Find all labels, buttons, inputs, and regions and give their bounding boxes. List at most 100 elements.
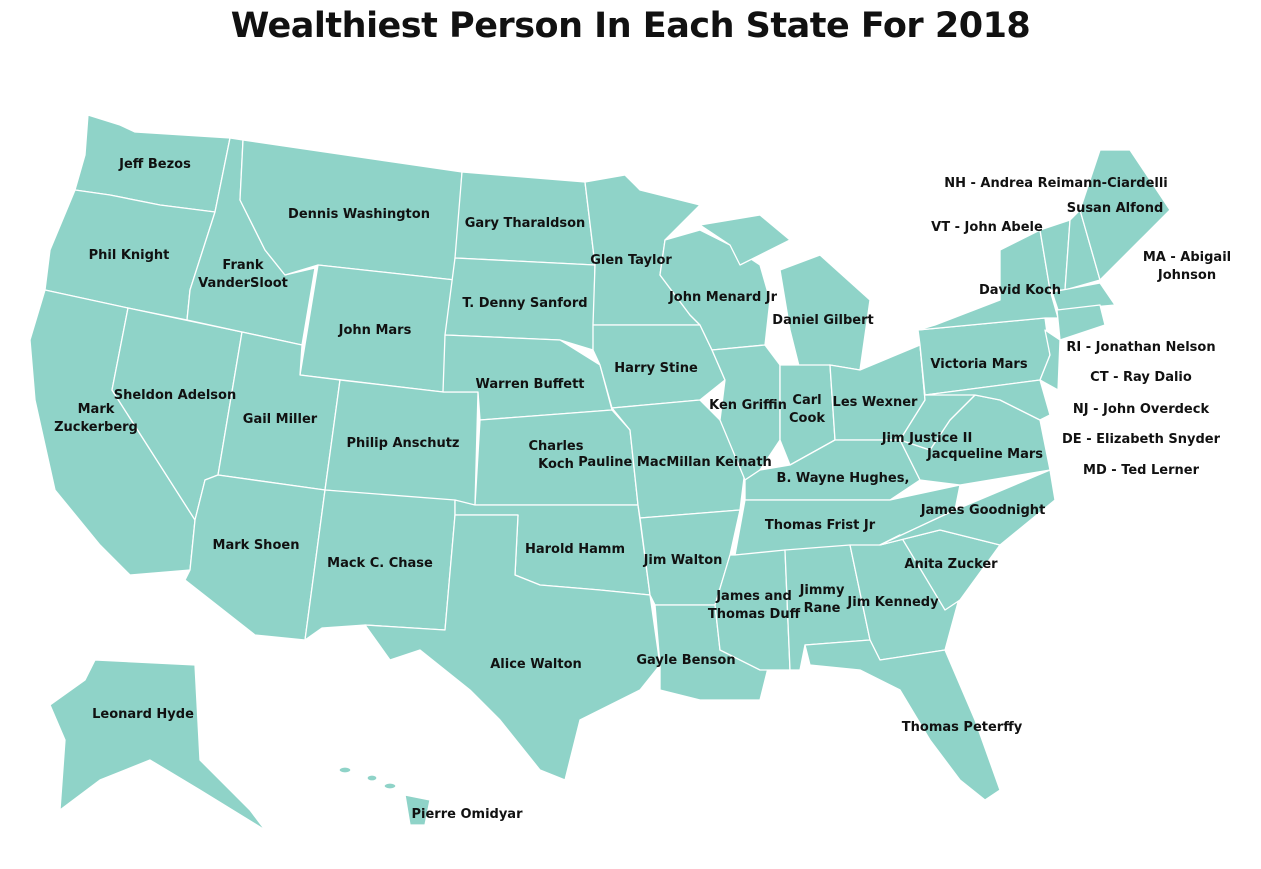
state-label-line: Gary Tharaldson [465, 216, 586, 231]
state-label: Alice Walton [490, 657, 582, 672]
state-label: Gail Miller [243, 412, 318, 427]
state-shape-ak [49, 659, 266, 831]
state-label: Harold Hamm [525, 542, 625, 557]
state-label-line: Jacqueline Mars [926, 447, 1043, 462]
state-label-line: Gail Miller [243, 412, 318, 427]
state-label-line: Zuckerberg [54, 420, 138, 435]
state-label-line: Koch [538, 457, 574, 472]
state-label-line: Harry Stine [614, 361, 698, 376]
state-label-line: NH - Andrea Reimann-Ciardelli [944, 176, 1168, 191]
state-label: John Menard Jr [668, 290, 778, 305]
state-label-line: Dennis Washington [288, 207, 430, 222]
state-shape-az [184, 474, 326, 641]
state-label: Glen Taylor [590, 253, 672, 268]
state-label: CT - Ray Dalio [1090, 370, 1192, 385]
state-label: Charles Koch [529, 439, 584, 472]
state-shape-nj [1039, 329, 1061, 391]
state-label-line: Anita Zucker [904, 557, 998, 572]
labels-layer: Jeff Bezos Phil Knight Mark Zuckerberg Sheld… [54, 157, 1231, 822]
state-label: MD - Ted Lerner [1083, 463, 1200, 478]
state-label-line: Mack C. Chase [327, 556, 433, 571]
state-label: John Mars [338, 323, 412, 338]
state-label: Victoria Mars [930, 357, 1027, 372]
hawaii-island [366, 774, 378, 782]
state-label-line: Mark Shoen [213, 538, 300, 553]
state-label: Harry Stine [614, 361, 698, 376]
state-label-line: VanderSloot [198, 276, 288, 291]
state-label: Les Wexner [833, 395, 919, 410]
state-label-line: Jim Kennedy [846, 595, 939, 610]
state-label-line: Ken Griffin [709, 398, 787, 413]
state-label: Gary Tharaldson [465, 216, 586, 231]
state-label: RI - Jonathan Nelson [1066, 340, 1215, 355]
state-label-line: Les Wexner [833, 395, 919, 410]
state-shape-miu [699, 214, 791, 266]
state-label-line: B. Wayne Hughes, [777, 471, 910, 486]
state-label: Frank VanderSloot [198, 258, 288, 291]
state-label-line: James and [715, 589, 792, 604]
state-shape-tx [364, 514, 661, 781]
state-shape-nc [879, 469, 1056, 546]
state-label-line: Glen Taylor [590, 253, 672, 268]
state-label: Daniel Gilbert [772, 313, 873, 328]
state-label-line: Warren Buffett [475, 377, 584, 392]
state-label: James and Thomas Duff [708, 589, 801, 622]
state-label: Jeff Bezos [118, 157, 191, 172]
state-label-line: Phil Knight [89, 248, 170, 263]
state-label: B. Wayne Hughes, [777, 471, 910, 486]
state-shape-me [1079, 149, 1171, 281]
state-label-line: Philip Anschutz [346, 436, 459, 451]
state-label: Jacqueline Mars [926, 447, 1043, 462]
state-label: Susan Alfond [1067, 201, 1164, 216]
state-label-line: David Koch [979, 283, 1061, 298]
state-label: Ken Griffin [709, 398, 787, 413]
state-label: Thomas Peterffy [902, 720, 1023, 735]
state-shape-co [324, 379, 479, 506]
state-label-line: John Mars [338, 323, 412, 338]
state-label-line: MD - Ted Lerner [1083, 463, 1200, 478]
state-label-line: Pierre Omidyar [412, 807, 524, 822]
state-shape-md [924, 379, 1051, 421]
state-shape-hi [404, 794, 431, 826]
state-label-line: Victoria Mars [930, 357, 1027, 372]
state-label: Mark Shoen [213, 538, 300, 553]
state-label: Phil Knight [89, 248, 170, 263]
state-label-line: John Menard Jr [668, 290, 778, 305]
state-label: Gayle Benson [636, 653, 735, 668]
state-label: Pierre Omidyar [412, 807, 524, 822]
state-label: NH - Andrea Reimann-Ciardelli [944, 176, 1168, 191]
state-label-line: Pauline MacMillan Keinath [578, 455, 772, 470]
state-label-line: VT - John Abele [931, 220, 1043, 235]
state-label-line: T. Denny Sanford [462, 296, 587, 311]
state-label-line: Mark [78, 402, 115, 417]
state-label-line: James Goodnight [920, 503, 1046, 518]
state-label: Sheldon Adelson [114, 388, 236, 403]
map-title: Wealthiest Person In Each State For 2018 [230, 6, 1031, 46]
state-label-line: DE - Elizabeth Snyder [1062, 432, 1221, 447]
hawaii-island [338, 766, 352, 774]
state-label: Mack C. Chase [327, 556, 433, 571]
state-label: Warren Buffett [475, 377, 584, 392]
state-label: Jim Kennedy [846, 595, 939, 610]
state-label: Carl Cook [789, 393, 825, 426]
state-label-line: Thomas Duff [708, 607, 801, 622]
hawaii-island [383, 782, 397, 790]
state-label-line: Frank [222, 258, 263, 273]
state-shape-ma [1051, 282, 1116, 311]
state-label: VT - John Abele [931, 220, 1043, 235]
state-label: Pauline MacMillan Keinath [578, 455, 772, 470]
state-label: MA - Abigail Johnson [1143, 250, 1231, 283]
state-label-line: MA - Abigail [1143, 250, 1231, 265]
state-label: T. Denny Sanford [462, 296, 587, 311]
state-label-line: RI - Jonathan Nelson [1066, 340, 1215, 355]
state-label: James Goodnight [920, 503, 1046, 518]
state-label-line: Rane [804, 601, 841, 616]
state-label: Jimmy Rane [799, 583, 845, 616]
state-label-line: Thomas Frist Jr [765, 518, 876, 533]
state-label-line: Jimmy [799, 583, 845, 598]
state-shape-fl [804, 639, 1001, 801]
state-label: DE - Elizabeth Snyder [1062, 432, 1221, 447]
state-label-line: Johnson [1157, 268, 1216, 283]
state-label-line: Leonard Hyde [92, 707, 194, 722]
